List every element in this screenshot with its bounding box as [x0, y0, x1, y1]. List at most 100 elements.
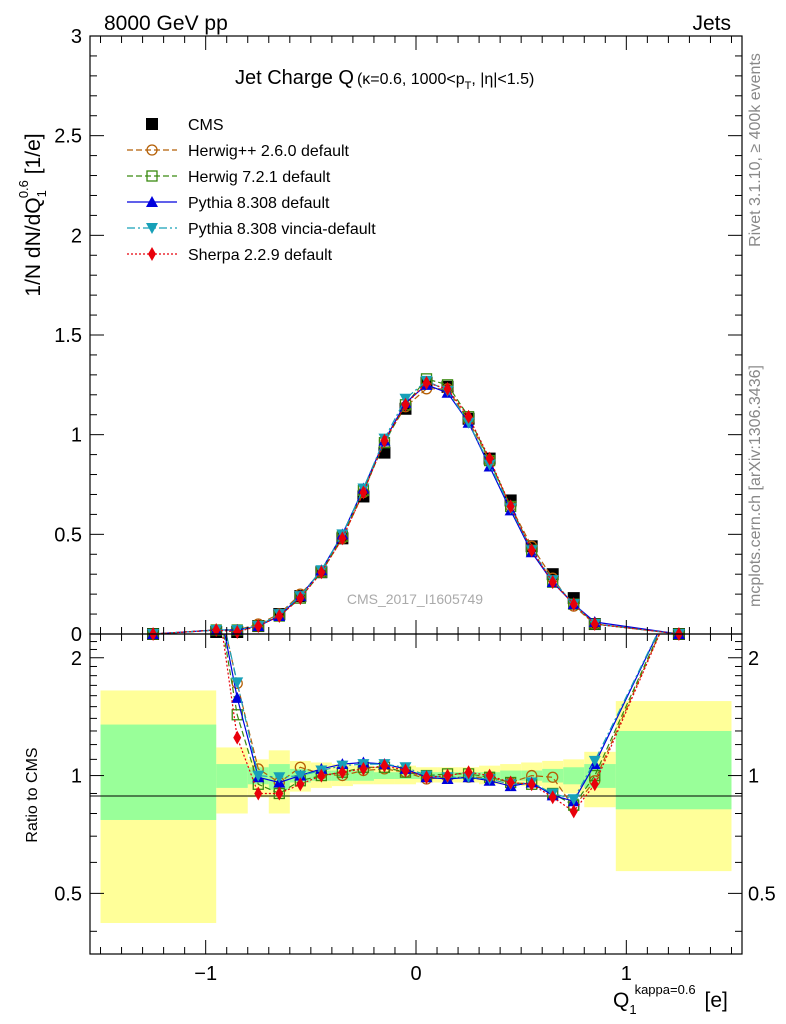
main-point — [296, 591, 305, 606]
main-point — [254, 619, 263, 634]
mcplots-label: mcplots.cern.ch [arXiv:1306.3436] — [747, 365, 764, 607]
legend-entry: CMS — [146, 117, 224, 134]
main-ytick-label: 2.5 — [54, 126, 82, 148]
ratio-stat-band — [373, 772, 395, 779]
ratio-point — [590, 777, 599, 792]
ratio-ytick-label-right: 2 — [748, 648, 759, 670]
legend-marker — [146, 196, 158, 207]
ratio-point — [569, 804, 578, 819]
legend: CMS Herwig++ 2.6.0 default Herwig 7.2.1 de… — [127, 117, 376, 264]
legend-entry: Herwig++ 2.6.0 default — [127, 143, 350, 160]
category-label: Jets — [692, 12, 731, 35]
main-point — [548, 575, 557, 590]
ratio-point — [296, 777, 305, 792]
main-ytick-label: 3 — [71, 26, 82, 48]
main-series-5 — [149, 375, 683, 641]
chart-title: Jet Charge Q (κ=0.6, 1000<pT, |η|<1.5) — [235, 67, 534, 92]
legend-marker — [148, 247, 156, 261]
ratio-point — [588, 755, 601, 767]
ratio-xlabel: Q1kappa=0.6 [e] — [613, 982, 728, 1017]
ratio-ytick-label: 0.5 — [54, 883, 82, 905]
legend-marker — [146, 223, 158, 234]
ratio-series-line — [224, 634, 659, 802]
ratio-point — [231, 677, 244, 689]
ratio-point — [464, 765, 473, 780]
xtick-label: −1 — [194, 963, 217, 985]
legend-label: Sherpa 2.2.9 default — [188, 247, 333, 264]
legend-entry: Sherpa 2.2.9 default — [127, 247, 333, 264]
ratio-point — [338, 765, 347, 780]
legend-entry: Pythia 8.308 default — [127, 195, 330, 212]
main-ylabel: 1/N dN/dQ10.6 [1/e] — [16, 133, 49, 296]
ratio-point — [380, 758, 389, 773]
main-point — [317, 565, 326, 580]
main-point — [233, 625, 242, 640]
legend-label: Herwig++ 2.6.0 default — [188, 143, 350, 160]
main-point — [338, 531, 347, 546]
ratio-ylabel: Ratio to CMS — [24, 747, 41, 842]
ratio-stat-band — [542, 768, 564, 783]
main-point — [401, 397, 410, 412]
main-point — [485, 451, 494, 466]
ratio-point — [506, 775, 515, 790]
ratio-panel: 0.5 0.5 1 1 2 2 −1 0 1 — [54, 633, 776, 985]
ratio-series-4 — [221, 634, 661, 819]
main-point — [275, 609, 284, 624]
energy-label: 8000 GeV pp — [104, 12, 228, 35]
ratio-point — [443, 768, 452, 783]
main-ytick-label: 0 — [71, 624, 82, 646]
main-series-line — [153, 382, 679, 635]
ratio-point — [275, 786, 284, 801]
main-point — [380, 433, 389, 448]
legend-marker — [146, 170, 158, 182]
ratio-series-line — [221, 634, 661, 813]
ratio-point — [254, 786, 263, 801]
xtick-label: 1 — [621, 963, 632, 985]
ratio-point — [294, 770, 307, 782]
main-point — [359, 485, 368, 500]
main-point — [422, 375, 431, 390]
main-point — [590, 617, 599, 632]
ratio-point — [422, 770, 431, 785]
ratio-point — [548, 790, 557, 805]
main-point — [569, 597, 578, 612]
legend-marker — [146, 118, 158, 130]
watermark: CMS_2017_I1605749 — [347, 591, 483, 607]
legend-label: CMS — [188, 117, 224, 134]
ratio-point — [273, 772, 286, 784]
main-panel: 0 0.5 1 1.5 2 2.5 3 — [54, 26, 743, 646]
ratio-ytick-label: 2 — [71, 648, 82, 670]
legend-label: Pythia 8.308 vincia-default — [188, 221, 376, 238]
ratio-ytick-label-right: 1 — [748, 766, 759, 788]
ratio-stat-band — [563, 767, 585, 785]
xtick-label: 0 — [410, 963, 421, 985]
ratio-ytick-label-right: 0.5 — [748, 883, 776, 905]
ratio-point — [252, 770, 265, 782]
ratio-point — [401, 763, 410, 778]
main-ytick-label: 2 — [71, 225, 82, 247]
main-point — [443, 381, 452, 396]
ratio-point — [547, 771, 559, 783]
ratio-point — [567, 794, 580, 806]
main-point — [464, 409, 473, 424]
ratio-stat-band — [615, 730, 732, 810]
ratio-point — [317, 768, 326, 783]
ratio-series-line — [225, 634, 660, 809]
ratio-point — [485, 768, 494, 783]
legend-label: Herwig 7.2.1 default — [188, 169, 331, 186]
ratio-ytick-label: 1 — [71, 766, 82, 788]
legend-entry: Herwig 7.2.1 default — [127, 169, 331, 186]
main-point — [527, 543, 536, 558]
ratio-point — [231, 691, 244, 703]
ratio-point — [527, 777, 536, 792]
main-ytick-label: 1.5 — [54, 325, 82, 347]
ratio-point — [359, 761, 368, 776]
ratio-stat-band — [216, 764, 248, 788]
main-series-line — [153, 380, 679, 635]
legend-marker — [146, 144, 158, 156]
main-ytick-label: 1 — [71, 425, 82, 447]
rivet-label: Rivet 3.1.10, ≥ 400k events — [747, 53, 764, 247]
ratio-point — [233, 730, 242, 745]
main-ytick-label: 0.5 — [54, 524, 82, 546]
